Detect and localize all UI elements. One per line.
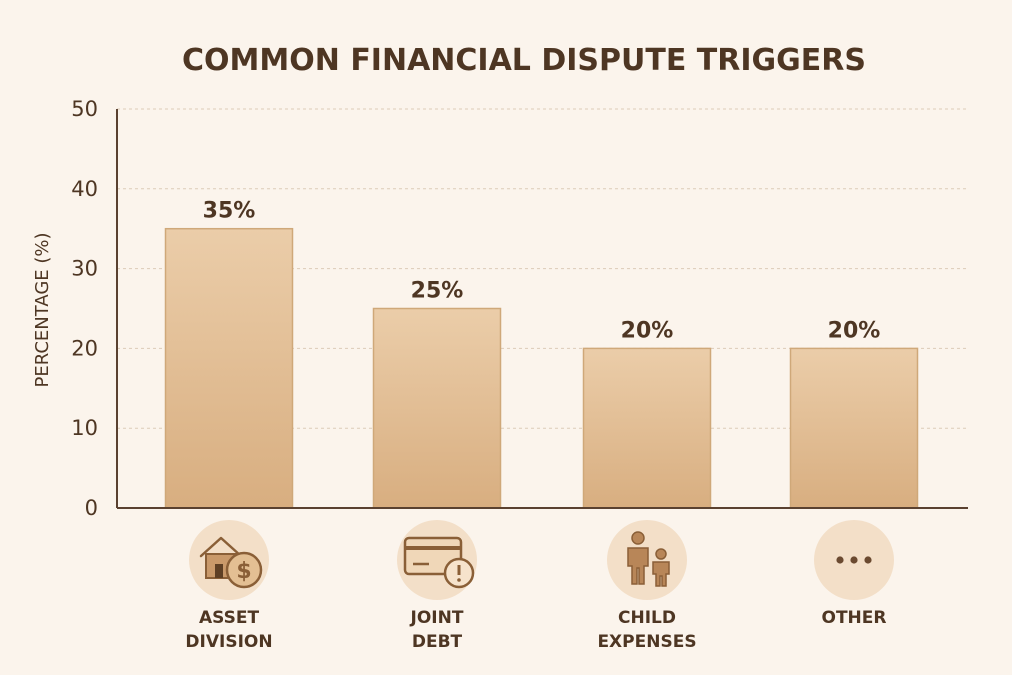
y-tick-label: 20 bbox=[71, 336, 98, 360]
data-labels: 35% 25% 20% 20% bbox=[203, 199, 881, 344]
data-label: 20% bbox=[621, 318, 674, 343]
y-tick-label: 10 bbox=[71, 416, 98, 440]
category-2: CHILD EXPENSES bbox=[597, 520, 697, 652]
y-tick-label: 30 bbox=[71, 257, 98, 281]
category-label: CHILD bbox=[618, 608, 676, 628]
category-3: OTHER bbox=[814, 520, 894, 628]
category-0: $ ASSET DIVISION bbox=[185, 520, 273, 652]
y-tick-label: 0 bbox=[85, 496, 98, 520]
bar bbox=[582, 347, 712, 509]
parent-child-icon bbox=[627, 531, 670, 587]
house-dollar-icon: $ bbox=[199, 536, 263, 589]
category-label: ASSET bbox=[199, 608, 259, 628]
credit-card-alert-icon bbox=[403, 536, 475, 589]
svg-text:$: $ bbox=[236, 559, 251, 584]
category-labels: $ ASSET DIVISION JOINT DEBT CHILD EXPENSES OTHE… bbox=[185, 520, 894, 652]
y-axis-label: PERCENTAGE (%) bbox=[32, 232, 53, 387]
chart-title: COMMON FINANCIAL DISPUTE TRIGGERS bbox=[182, 43, 866, 78]
ellipsis-icon bbox=[836, 556, 872, 564]
category-label: EXPENSES bbox=[597, 632, 696, 652]
axes bbox=[116, 109, 968, 509]
data-label: 35% bbox=[203, 199, 256, 224]
y-axis-ticks: 0 10 20 30 40 50 bbox=[71, 97, 98, 520]
category-label: OTHER bbox=[822, 608, 887, 628]
category-label: JOINT bbox=[410, 608, 464, 628]
y-tick-label: 40 bbox=[71, 177, 98, 201]
bars bbox=[164, 227, 919, 509]
y-tick-label: 50 bbox=[71, 97, 98, 121]
category-label: DEBT bbox=[412, 632, 463, 652]
bar bbox=[164, 227, 294, 509]
category-1: JOINT DEBT bbox=[397, 520, 477, 652]
category-label: DIVISION bbox=[185, 632, 272, 652]
bar bbox=[789, 347, 919, 509]
data-label: 20% bbox=[828, 318, 881, 343]
bar bbox=[372, 307, 502, 509]
data-label: 25% bbox=[411, 279, 464, 304]
